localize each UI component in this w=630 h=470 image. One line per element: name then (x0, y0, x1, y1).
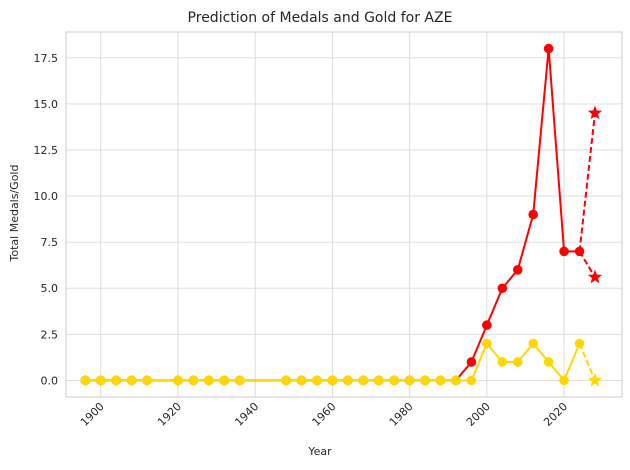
gold-data-point (482, 338, 492, 349)
gold-data-point (126, 375, 137, 386)
y-tick-label: 12.5 (34, 144, 59, 157)
total-data-point (497, 283, 508, 294)
y-axis-label: Total Medals/Gold (8, 165, 21, 263)
gold-data-point (358, 375, 369, 386)
x-tick-label: 2020 (541, 400, 570, 429)
x-tick-label: 1900 (78, 400, 107, 429)
total-data-point (512, 265, 523, 275)
gold-data-point (404, 375, 415, 386)
gold-data-point (543, 357, 554, 367)
grid (66, 32, 622, 397)
total-data-point (543, 43, 554, 54)
x-tick-label: 2000 (464, 400, 493, 429)
gold-data-point (420, 375, 430, 386)
x-tick-label: 1920 (155, 400, 184, 429)
gold-data-point (173, 375, 183, 386)
y-tick-label: 2.5 (41, 328, 59, 341)
gold-data-point (512, 357, 523, 367)
y-tick-label: 5.0 (41, 282, 59, 295)
gold-data-point (142, 375, 152, 386)
gold-prediction-star-marker (587, 372, 603, 387)
total-data-point (574, 246, 585, 257)
y-tick-label: 7.5 (41, 236, 59, 249)
total-prediction-star-marker (587, 105, 603, 120)
y-axis-ticks: 0.0 2.5 5.0 7.5 10.0 12.5 15.0 17.5 (34, 52, 59, 388)
gold-data-point (281, 375, 291, 386)
total-prediction-2-star-marker (587, 269, 603, 284)
y-tick-label: 15.0 (34, 98, 59, 111)
x-axis-ticks: 1900 1920 1940 1960 1980 2000 2020 (78, 400, 570, 429)
gold-data-point (95, 375, 106, 386)
chart-title: Prediction of Medals and Gold for AZE (188, 10, 453, 26)
gold-data-point (389, 375, 399, 386)
gold-data-point (466, 375, 477, 386)
total-data-point (466, 357, 477, 367)
gold-data-point (451, 375, 461, 386)
series-layer (80, 43, 603, 387)
gold-data-point (327, 375, 338, 386)
total-data-point (482, 320, 492, 330)
x-axis-label: Year (307, 445, 332, 458)
x-tick-label: 1940 (232, 400, 261, 429)
x-tick-label: 1980 (387, 400, 416, 429)
gold-data-point (435, 375, 446, 386)
y-tick-label: 0.0 (41, 374, 59, 387)
gold-data-point (188, 375, 199, 386)
gold-data-point (204, 375, 214, 386)
gold-prediction-dashed-line (578, 343, 596, 381)
gold-data-point (528, 338, 538, 349)
gold-data-point (312, 375, 322, 386)
gold-data-point (80, 375, 91, 386)
gold-data-point (373, 375, 384, 386)
gold-data-point (296, 375, 307, 386)
gold-data-point (343, 375, 353, 386)
gold-data-point (234, 375, 245, 386)
total-data-point (528, 209, 538, 220)
gold-data-point (574, 338, 585, 349)
gold-data-point (559, 375, 569, 386)
gold-data-point (111, 375, 121, 386)
gold-data-point (219, 375, 230, 386)
y-tick-label: 10.0 (34, 190, 59, 203)
total-data-point (559, 246, 569, 257)
total-prediction-2-dashed-line (578, 250, 596, 278)
gold-data-point (497, 357, 508, 367)
y-tick-label: 17.5 (34, 52, 59, 65)
total-prediction-dashed-line (578, 112, 596, 252)
x-tick-label: 1960 (310, 400, 339, 429)
plot-frame (65, 31, 623, 398)
